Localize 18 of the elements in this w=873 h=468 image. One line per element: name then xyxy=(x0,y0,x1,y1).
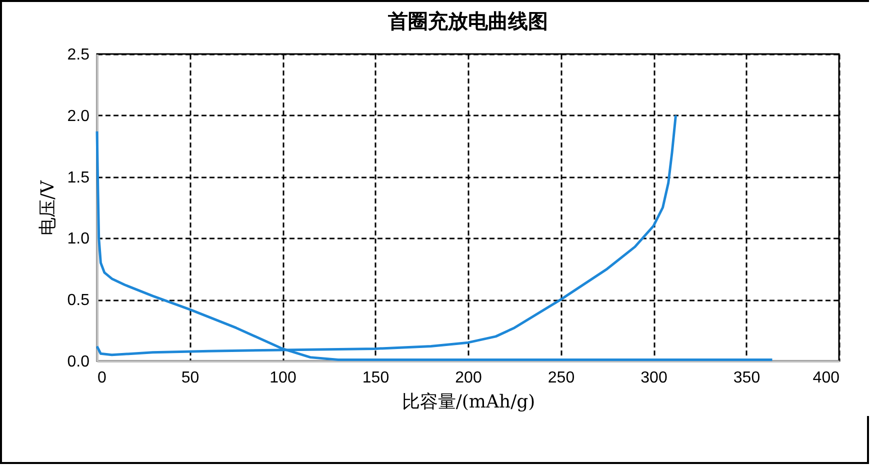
y-tick-label: 1.5 xyxy=(67,169,90,186)
y-tick-label: 0.5 xyxy=(67,292,90,310)
x-axis-title: 比容量/(mAh/g) xyxy=(402,392,536,412)
y-axis-title: 电压/V xyxy=(37,179,58,236)
y-tick-label: 2.0 xyxy=(67,108,90,125)
y-tick-label: 1.0 xyxy=(67,230,90,248)
x-tick-label: 300 xyxy=(640,370,668,386)
x-tick-label: 0 xyxy=(98,370,106,386)
y-tick-label: 0.0 xyxy=(67,354,90,370)
x-tick-label: 350 xyxy=(733,370,760,386)
chart-title: 首圈充放电曲线图 xyxy=(387,9,548,33)
x-tick-label: 200 xyxy=(455,370,482,386)
x-tick-label: 400 xyxy=(812,370,840,386)
x-tick-label: 150 xyxy=(362,370,390,386)
x-tick-label: 100 xyxy=(270,370,296,386)
y-tick-label: 2.5 xyxy=(67,46,90,64)
x-tick-label: 50 xyxy=(181,370,200,386)
x-tick-label: 250 xyxy=(548,370,575,386)
